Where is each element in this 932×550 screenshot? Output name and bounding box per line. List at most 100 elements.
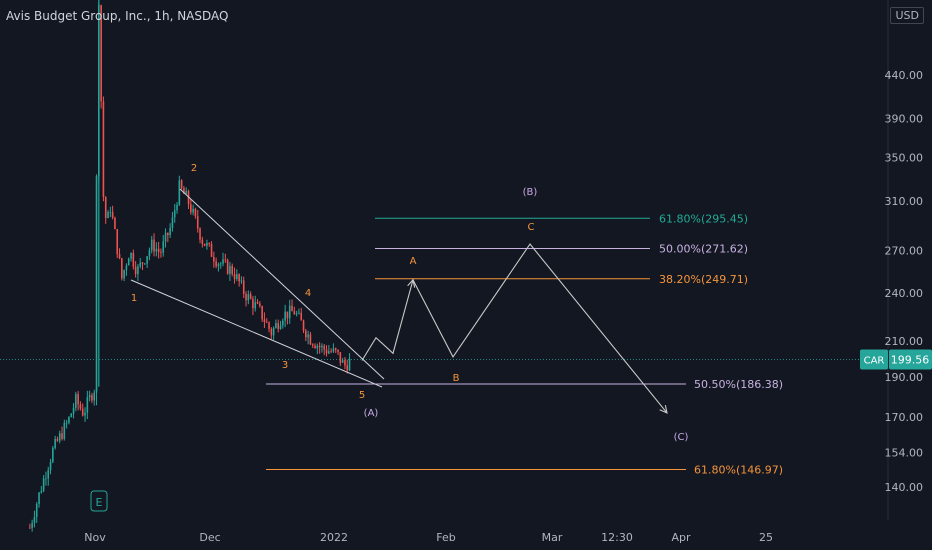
candle-body[interactable] xyxy=(180,180,183,189)
candle-body[interactable] xyxy=(49,461,52,471)
candle-body[interactable] xyxy=(65,422,68,424)
candle-body[interactable] xyxy=(38,492,40,505)
candle-body[interactable] xyxy=(72,407,75,414)
candle-body[interactable] xyxy=(316,345,319,349)
candle-body[interactable] xyxy=(31,522,33,528)
candle-body[interactable] xyxy=(259,303,261,306)
candle-body[interactable] xyxy=(254,302,257,309)
candle-body[interactable] xyxy=(118,254,121,259)
candle-body[interactable] xyxy=(111,211,114,218)
candle-body[interactable] xyxy=(164,232,167,242)
candle-body[interactable] xyxy=(109,211,112,213)
candle-body[interactable] xyxy=(56,438,59,441)
candle-body[interactable] xyxy=(33,517,36,523)
candle-body[interactable] xyxy=(265,322,268,323)
candle-body[interactable] xyxy=(323,345,326,350)
candle-body[interactable] xyxy=(93,392,96,401)
candle-body[interactable] xyxy=(298,312,300,314)
candle-body[interactable] xyxy=(144,263,146,265)
candle-body[interactable] xyxy=(150,239,153,251)
candle-body[interactable] xyxy=(169,227,171,236)
candle-body[interactable] xyxy=(203,243,206,246)
candle-body[interactable] xyxy=(201,239,204,244)
candle-body[interactable] xyxy=(238,274,240,282)
candle-body[interactable] xyxy=(291,305,293,312)
candle-body[interactable] xyxy=(81,408,84,416)
candle-body[interactable] xyxy=(84,412,86,416)
currency-selector[interactable]: USD xyxy=(890,7,924,24)
candle-body[interactable] xyxy=(155,248,158,252)
candle-body[interactable] xyxy=(173,210,176,218)
candle-body[interactable] xyxy=(134,266,137,275)
candle-body[interactable] xyxy=(213,256,215,262)
candle-body[interactable] xyxy=(270,328,273,336)
candle-body[interactable] xyxy=(79,404,82,409)
candle-body[interactable] xyxy=(231,266,234,275)
candle-body[interactable] xyxy=(233,274,236,280)
candle-body[interactable] xyxy=(337,349,339,353)
candle-body[interactable] xyxy=(229,266,231,274)
candle-body[interactable] xyxy=(157,248,160,253)
candle-body[interactable] xyxy=(167,232,169,236)
candle-body[interactable] xyxy=(86,397,89,413)
candle-body[interactable] xyxy=(139,262,142,267)
candle-body[interactable] xyxy=(70,413,73,418)
candle-body[interactable] xyxy=(318,345,321,348)
candle-body[interactable] xyxy=(215,261,217,267)
candle-body[interactable] xyxy=(240,280,243,282)
candle-body[interactable] xyxy=(88,395,91,398)
candle-body[interactable] xyxy=(222,259,224,264)
candle-body[interactable] xyxy=(321,345,323,348)
candle-body[interactable] xyxy=(348,358,351,371)
candle-body[interactable] xyxy=(114,217,116,230)
candle-body[interactable] xyxy=(277,323,280,330)
candle-body[interactable] xyxy=(162,241,165,253)
wedge-upper-trendline[interactable] xyxy=(179,188,385,380)
candle-body[interactable] xyxy=(192,208,194,213)
candle-body[interactable] xyxy=(116,229,119,255)
candle-body[interactable] xyxy=(132,252,135,267)
candle-body[interactable] xyxy=(29,527,31,529)
candle-body[interactable] xyxy=(54,438,56,448)
candle-body[interactable] xyxy=(130,252,132,259)
candle-body[interactable] xyxy=(261,305,263,320)
candle-body[interactable] xyxy=(206,243,208,246)
candle-body[interactable] xyxy=(123,270,125,279)
candle-body[interactable] xyxy=(52,447,54,462)
candle-body[interactable] xyxy=(217,264,220,267)
candle-body[interactable] xyxy=(45,478,47,480)
candle-body[interactable] xyxy=(256,302,259,304)
candle-body[interactable] xyxy=(236,274,238,280)
candle-body[interactable] xyxy=(148,250,151,257)
candle-body[interactable] xyxy=(219,263,222,265)
candle-body[interactable] xyxy=(75,394,77,408)
candle-body[interactable] xyxy=(190,204,192,213)
candle-body[interactable] xyxy=(58,433,61,441)
candle-body[interactable] xyxy=(137,266,139,275)
candle-body[interactable] xyxy=(295,313,298,315)
candle-body[interactable] xyxy=(185,190,188,194)
candle-body[interactable] xyxy=(100,5,102,102)
candle-body[interactable] xyxy=(160,252,162,253)
candle-body[interactable] xyxy=(328,351,330,354)
candle-body[interactable] xyxy=(311,344,314,346)
candle-body[interactable] xyxy=(208,243,211,244)
candle-body[interactable] xyxy=(344,360,346,366)
candle-body[interactable] xyxy=(42,478,45,491)
candle-body[interactable] xyxy=(171,217,174,228)
candle-body[interactable] xyxy=(286,311,289,319)
candle-body[interactable] xyxy=(224,259,227,261)
candle-body[interactable] xyxy=(91,395,93,401)
candle-body[interactable] xyxy=(332,348,335,352)
candle-body[interactable] xyxy=(309,334,312,345)
candle-body[interactable] xyxy=(127,258,130,266)
candle-body[interactable] xyxy=(107,211,109,219)
candle-body[interactable] xyxy=(226,259,229,274)
wedge-lower-trendline[interactable] xyxy=(130,279,383,388)
candle-body[interactable] xyxy=(341,360,344,363)
candle-body[interactable] xyxy=(288,305,291,319)
candle-body[interactable] xyxy=(305,330,307,338)
candle-body[interactable] xyxy=(325,349,328,354)
candle-body[interactable] xyxy=(199,228,201,240)
